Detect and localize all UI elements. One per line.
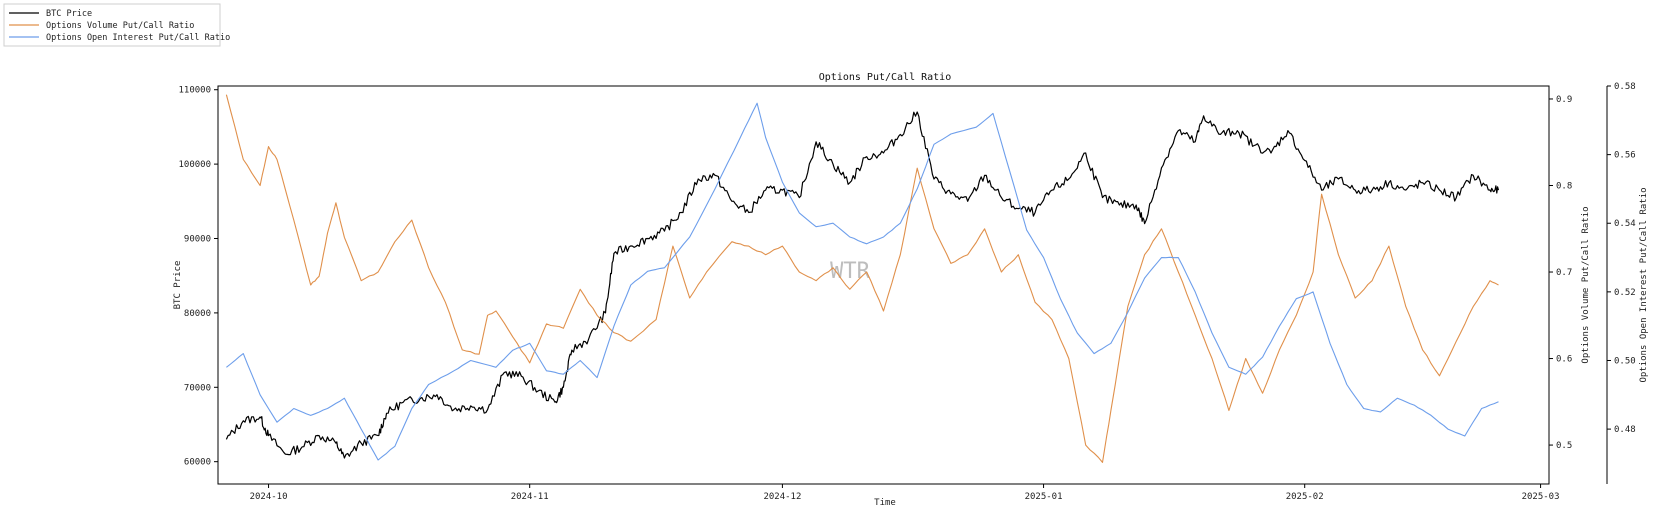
- y-right-volume-tick-label-0.8: 0.8: [1556, 182, 1572, 192]
- y-right-volume-tick-label-0.5: 0.5: [1556, 441, 1572, 451]
- y-left-tick-label-110000: 110000: [178, 86, 211, 96]
- y-axis-right-volume: 0.5 0.6 0.7 0.8 0.9: [1549, 95, 1572, 451]
- x-tick-label-2024-11: 2024-11: [511, 492, 549, 502]
- y-right-oi-tick-label-0.52: 0.52: [1614, 288, 1636, 298]
- x-tick-label-2024-10: 2024-10: [250, 492, 288, 502]
- y-axis-left-label: BTC Price: [173, 261, 183, 310]
- y-right-oi-tick-label-0.48: 0.48: [1614, 425, 1636, 435]
- y-right-volume-tick-label-0.9: 0.9: [1556, 95, 1572, 105]
- y-right-oi-tick-label-0.56: 0.56: [1614, 151, 1636, 161]
- series-lines: [225, 94, 1500, 463]
- x-tick-label-2025-02: 2025-02: [1286, 492, 1324, 502]
- y-left-tick-label-70000: 70000: [184, 383, 211, 393]
- y-right-volume-tick-label-0.6: 0.6: [1556, 355, 1572, 365]
- legend: BTC Price Options Volume Put/Call Ratio …: [3, 3, 230, 47]
- y-left-tick-label-90000: 90000: [184, 235, 211, 245]
- y-right-volume-tick-label-0.7: 0.7: [1556, 268, 1572, 278]
- chart-title: Options Put/Call Ratio: [819, 72, 951, 83]
- series-line-options-volume-put-call-ratio: [225, 94, 1499, 463]
- x-tick-label-2024-12: 2024-12: [763, 492, 801, 502]
- watermark: WTR: [830, 259, 870, 284]
- y-axis-left: 60000 70000 80000 90000 100000 110000: [178, 86, 218, 468]
- legend-frame: [3, 3, 221, 47]
- series-line-options-open-interest-put-call-ratio: [226, 102, 1499, 461]
- legend-label-volume-ratio: Options Volume Put/Call Ratio: [46, 21, 194, 31]
- plot-frame: [217, 85, 1550, 485]
- y-axis-right-open-interest: 0.48 0.50 0.52 0.54 0.56 0.58: [1607, 82, 1636, 435]
- legend-label-btc-price: BTC Price: [46, 9, 92, 19]
- legend-label-oi-ratio: Options Open Interest Put/Call Ratio: [46, 33, 230, 43]
- x-tick-label-2025-03: 2025-03: [1522, 492, 1560, 502]
- y-axis-right-open-interest-label: Options Open Interest Put/Call Ratio: [1639, 187, 1649, 382]
- y-right-oi-tick-label-0.58: 0.58: [1614, 82, 1636, 92]
- series-line-btc-price: [225, 111, 1500, 459]
- x-tick-label-2025-01: 2025-01: [1025, 492, 1063, 502]
- y-left-tick-label-100000: 100000: [178, 160, 211, 170]
- x-axis-label: Time: [874, 498, 896, 508]
- y-left-tick-label-80000: 80000: [184, 309, 211, 319]
- y-right-oi-tick-label-0.54: 0.54: [1614, 219, 1636, 229]
- y-right-oi-tick-label-0.5: 0.50: [1614, 356, 1636, 366]
- y-axis-right-volume-label: Options Volume Put/Call Ratio: [1581, 206, 1591, 363]
- x-axis: 2024-10 2024-11 2024-12 2025-01 2025-02 2025-…: [250, 484, 1560, 502]
- y-left-tick-label-60000: 60000: [184, 458, 211, 468]
